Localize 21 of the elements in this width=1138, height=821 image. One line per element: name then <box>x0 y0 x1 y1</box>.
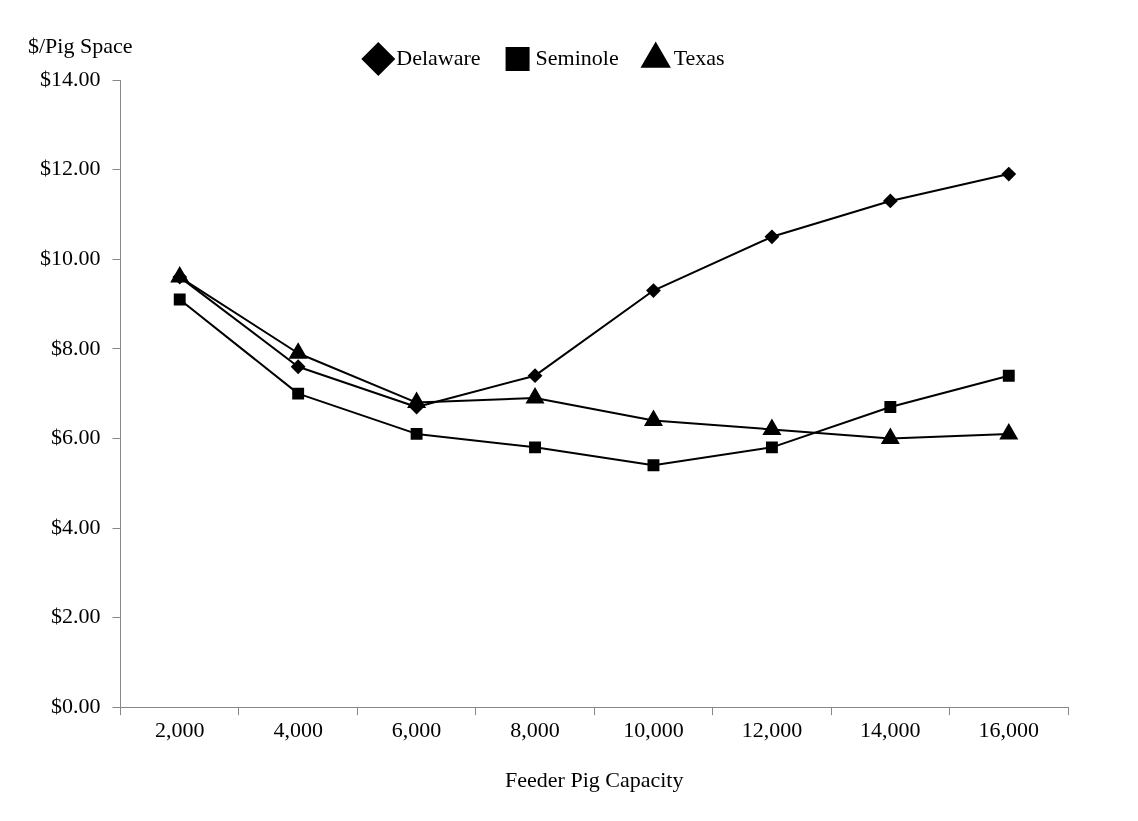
legend-label: Delaware <box>396 44 481 70</box>
y-tick-label: $14.00 <box>40 65 101 91</box>
x-axis-title: Feeder Pig Capacity <box>505 766 684 792</box>
y-tick-label: $12.00 <box>40 155 101 181</box>
y-axis-title: $/Pig Space <box>28 32 133 58</box>
x-tick-label: 2,000 <box>154 717 205 743</box>
y-tick-label: $10.00 <box>40 244 101 270</box>
y-tick-label: $8.00 <box>51 334 101 360</box>
x-tick-label: 12,000 <box>741 717 803 743</box>
x-tick-label: 4,000 <box>273 717 323 743</box>
x-tick-label: 8,000 <box>510 717 560 743</box>
y-tick-label: $0.00 <box>51 692 101 718</box>
x-tick-label: 10,000 <box>623 717 684 743</box>
y-tick-label: $2.00 <box>51 603 101 629</box>
x-tick-label: 6,000 <box>391 717 442 743</box>
y-tick-label: $6.00 <box>51 424 101 450</box>
x-tick-label: 14,000 <box>860 717 921 743</box>
y-tick-label: $4.00 <box>51 513 101 539</box>
legend-label: Seminole <box>535 44 619 70</box>
legend-label: Texas <box>673 44 725 70</box>
x-tick-label: 16,000 <box>978 717 1040 743</box>
